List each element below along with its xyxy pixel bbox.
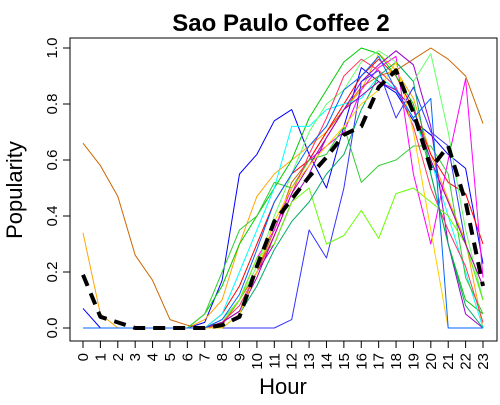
x-tick-label: 8 — [214, 353, 231, 361]
y-tick-label: 0.0 — [44, 318, 61, 339]
x-tick-label: 19 — [405, 353, 422, 370]
series-line-10 — [83, 69, 484, 329]
x-tick-label: 4 — [145, 353, 162, 361]
series-line-6 — [83, 75, 484, 329]
x-tick-label: 11 — [266, 353, 283, 369]
y-tick-label: 0.8 — [44, 94, 61, 115]
x-tick-label: 9 — [232, 353, 249, 361]
average-series-line — [81, 68, 485, 330]
x-tick-label: 18 — [388, 353, 405, 370]
x-tick-label: 5 — [162, 353, 179, 361]
series-line-9 — [83, 50, 484, 329]
x-tick-label: 23 — [475, 353, 492, 370]
y-tick-label: 0.4 — [44, 206, 61, 227]
x-tick-label: 7 — [197, 353, 214, 361]
x-tick-label: 10 — [249, 353, 266, 370]
x-tick-label: 6 — [179, 353, 196, 361]
x-tick-label: 3 — [127, 353, 144, 361]
chart-title: Sao Paulo Coffee 2 — [172, 10, 389, 37]
x-tick-label: 12 — [284, 353, 301, 370]
x-tick-label: 16 — [353, 353, 370, 370]
x-tick-label: 20 — [423, 353, 440, 370]
y-tick-label: 1.0 — [44, 38, 61, 59]
series-line-17 — [83, 55, 483, 329]
y-tick-label: 0.2 — [44, 262, 61, 283]
series-line-3 — [82, 47, 484, 329]
x-tick-label: 17 — [371, 353, 388, 370]
x-tick-label: 2 — [110, 353, 127, 361]
x-tick-label: 14 — [318, 353, 335, 370]
series-line-8 — [83, 50, 484, 329]
x-tick-label: 13 — [301, 353, 318, 370]
series-group — [81, 47, 485, 330]
x-tick-label: 15 — [336, 353, 353, 370]
x-axis-title: Hour — [259, 374, 307, 399]
y-axis-title: Popularity — [2, 141, 27, 239]
x-tick-label: 21 — [440, 353, 457, 370]
y-tick-label: 0.6 — [44, 150, 61, 171]
x-tick-label: 1 — [92, 353, 109, 361]
x-tick-label: 22 — [458, 353, 475, 370]
x-tick-label: 0 — [75, 353, 92, 361]
plot-frame — [69, 37, 498, 342]
series-line-2 — [82, 53, 484, 329]
